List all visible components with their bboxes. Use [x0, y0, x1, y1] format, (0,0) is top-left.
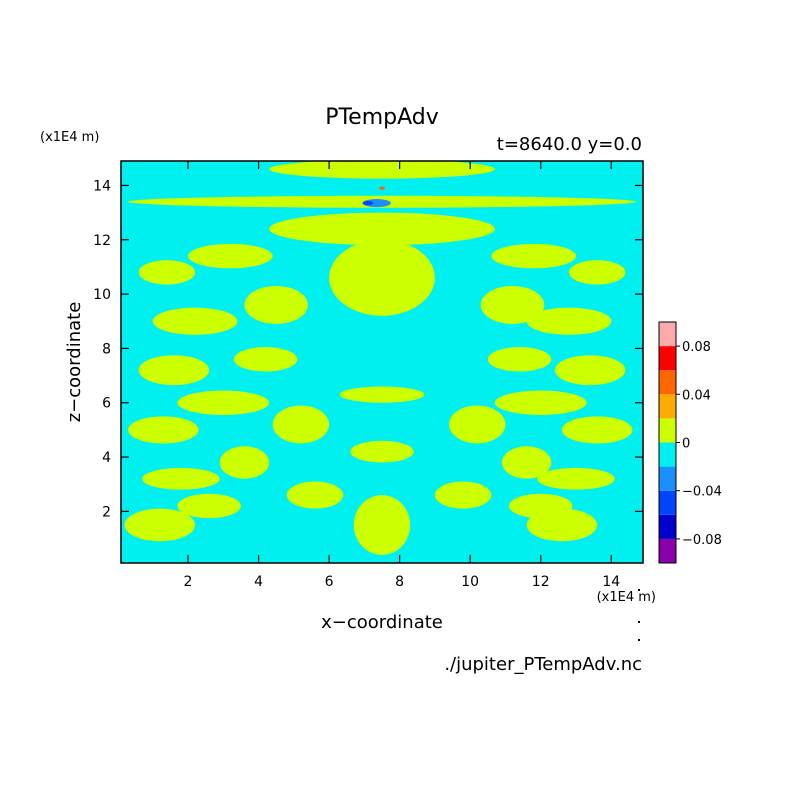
- x-tick: 10: [461, 161, 479, 590]
- positive-region: [177, 493, 241, 519]
- positive-region: [128, 416, 199, 444]
- x-tick: 12: [532, 161, 550, 590]
- positive-region: [353, 495, 411, 555]
- positive-region: [142, 467, 220, 490]
- y-tick: 10: [93, 287, 643, 303]
- positive-region: [480, 285, 545, 324]
- colorbar-tick-label: 0: [682, 437, 690, 452]
- x-tick: 4: [254, 161, 263, 590]
- y-tick: 6: [102, 396, 643, 412]
- x-tick: 8: [395, 161, 404, 590]
- colorbar-tick-label: 0.04: [682, 388, 711, 403]
- positive-region: [269, 161, 495, 179]
- y-tick-label: 12: [93, 233, 111, 249]
- y-tick: 14: [93, 178, 643, 194]
- x-tick: 6: [325, 161, 334, 590]
- y-axis-label: z−coordinate: [64, 302, 85, 423]
- positive-region: [487, 347, 552, 372]
- colorbar-swatch: [659, 394, 676, 419]
- colorbar-swatch: [659, 322, 676, 347]
- corner-marks: [638, 589, 640, 641]
- y-tick-label: 4: [102, 450, 111, 466]
- source-file-label: ./jupiter_PTempAdv.nc: [444, 654, 642, 675]
- positive-region: [494, 390, 587, 415]
- chart-title: PTempAdv: [325, 105, 439, 130]
- colorbar-swatch: [659, 490, 676, 515]
- positive-region: [152, 307, 238, 335]
- y-tick: 2: [102, 504, 643, 520]
- colorbar-swatch: [659, 370, 676, 395]
- positive-region: [537, 467, 615, 490]
- warm-region: [379, 186, 385, 190]
- y-tick-label: 8: [102, 341, 111, 357]
- colorbar-swatch: [659, 466, 676, 491]
- positive-region: [138, 260, 196, 285]
- positive-region: [269, 212, 495, 246]
- colorbar-tick-label: 0.08: [682, 340, 711, 355]
- positive-region: [233, 347, 298, 372]
- positive-region: [526, 307, 612, 335]
- positive-region: [272, 405, 330, 444]
- positive-region: [286, 481, 344, 509]
- positive-region: [508, 493, 573, 519]
- x-axis-unit: (x1E4 m): [597, 590, 656, 605]
- x-tick-label: 10: [461, 574, 479, 590]
- positive-region: [350, 440, 414, 463]
- positive-region: [449, 405, 506, 444]
- y-tick: 8: [102, 341, 643, 357]
- positive-region: [329, 239, 435, 316]
- positive-region: [568, 260, 626, 285]
- colorbar-tick-label: −0.04: [682, 485, 722, 500]
- y-tick-label: 10: [93, 287, 111, 303]
- y-axis-unit: (x1E4 m): [40, 130, 99, 145]
- chart-subtitle: t=8640.0 y=0.0: [497, 134, 642, 155]
- positive-region: [554, 355, 626, 386]
- positive-region: [434, 481, 492, 509]
- y-tick-label: 14: [93, 178, 111, 194]
- contour-regions: [124, 161, 636, 555]
- x-tick-label: 12: [532, 574, 550, 590]
- positive-region: [124, 508, 196, 542]
- positive-region: [339, 386, 425, 403]
- colorbar: 0.08 0.04 0 −0.04 −0.08: [658, 321, 722, 564]
- positive-region: [219, 446, 270, 479]
- x-tick: 2: [184, 161, 193, 590]
- colorbar-swatch: [659, 442, 676, 467]
- positive-region: [138, 355, 210, 386]
- positive-region: [177, 390, 270, 415]
- y-tick: 4: [102, 450, 643, 466]
- x-tick-label: 8: [395, 574, 404, 590]
- x-tick-label: 4: [254, 574, 263, 590]
- negative-region: [362, 200, 374, 206]
- plot-frame: [120, 160, 644, 564]
- x-tick-label: 14: [602, 574, 620, 590]
- y-tick: 12: [93, 233, 643, 249]
- x-tick-label: 2: [184, 574, 193, 590]
- x-tick-label: 6: [325, 574, 334, 590]
- positive-region: [244, 285, 308, 324]
- x-axis-label: x−coordinate: [321, 612, 443, 633]
- positive-region: [501, 446, 552, 479]
- colorbar-swatch: [659, 346, 676, 371]
- colorbar-swatch: [659, 418, 676, 443]
- colorbar-tick-label: −0.08: [682, 533, 722, 548]
- x-axis-ticks: 2 4 6 8 10 12 14: [184, 161, 620, 590]
- colorbar-swatch: [659, 514, 676, 539]
- x-tick: 14: [602, 161, 620, 590]
- y-axis-ticks: 2 4 6 8 10 12 14: [93, 178, 643, 520]
- plot-area: [120, 160, 644, 564]
- y-tick-label: 2: [102, 504, 111, 520]
- colorbar-swatch: [659, 538, 676, 563]
- positive-region: [491, 243, 576, 269]
- positive-region: [188, 243, 273, 269]
- y-tick-label: 6: [102, 396, 111, 412]
- positive-region: [561, 416, 633, 444]
